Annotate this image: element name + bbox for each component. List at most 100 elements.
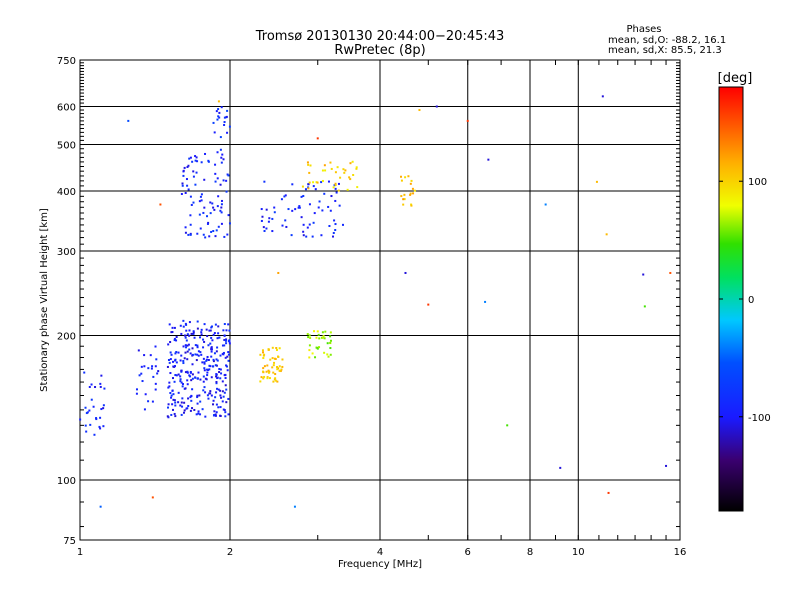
echo-point	[209, 390, 212, 393]
echo-point	[225, 365, 228, 368]
echo-point	[318, 346, 321, 349]
echo-point	[197, 350, 200, 353]
echo-point	[149, 354, 152, 357]
echo-point	[202, 346, 205, 349]
echo-point	[187, 188, 190, 191]
echo-point	[306, 226, 309, 229]
colorbar-tick-label: 0	[748, 295, 754, 306]
echo-point	[321, 331, 324, 334]
echo-point	[260, 376, 263, 379]
echo-point	[320, 234, 323, 237]
echo-point	[216, 377, 219, 380]
echo-point	[213, 332, 216, 335]
echo-point	[281, 224, 284, 227]
echo-point	[275, 347, 278, 350]
echo-point	[202, 338, 205, 341]
echo-point	[167, 343, 170, 346]
echo-point	[83, 371, 86, 374]
echo-point	[194, 155, 197, 158]
echo-point	[206, 222, 209, 225]
echo-point	[211, 339, 214, 342]
echo-point	[326, 353, 329, 356]
echo-point	[154, 388, 157, 391]
echo-point	[189, 352, 192, 355]
echo-point	[217, 115, 220, 118]
echo-point	[168, 385, 171, 388]
echo-point	[410, 204, 413, 207]
echo-point	[174, 404, 177, 407]
echo-point	[202, 357, 205, 360]
echo-point	[199, 351, 202, 354]
echo-point	[189, 409, 192, 412]
echo-point	[343, 171, 346, 174]
y-tick-label: 750	[57, 56, 76, 67]
echo-point	[214, 180, 217, 183]
echo-point	[221, 344, 224, 347]
colorbar-ticks: 100 0 -100	[719, 177, 771, 424]
echo-point	[338, 204, 341, 207]
echo-point	[228, 125, 231, 128]
echo-point	[337, 182, 340, 185]
echo-point	[284, 194, 287, 197]
echo-point	[194, 353, 197, 356]
echo-point	[209, 201, 212, 204]
echo-point	[95, 418, 98, 421]
echo-point	[98, 425, 101, 428]
echo-point	[203, 340, 206, 343]
echo-point	[400, 195, 403, 198]
echo-point	[466, 119, 469, 122]
echo-point	[216, 337, 219, 340]
echo-point	[180, 354, 183, 357]
echo-point	[219, 368, 222, 371]
echo-point	[267, 369, 270, 372]
echo-point	[191, 377, 194, 380]
echo-point	[169, 358, 172, 361]
echo-point	[171, 408, 174, 411]
echo-point	[277, 271, 280, 274]
echo-point	[265, 227, 268, 230]
echo-point	[333, 184, 336, 187]
echo-point	[297, 206, 300, 209]
echo-point	[217, 225, 220, 228]
echo-point	[224, 415, 227, 418]
echo-point	[214, 364, 217, 367]
y-axis-title: Stationary phase Virtual Height [km]	[39, 208, 50, 392]
echo-point	[219, 209, 222, 212]
echo-point	[184, 387, 187, 390]
echo-point	[179, 375, 182, 378]
echo-point	[261, 215, 264, 218]
echo-point	[309, 336, 312, 339]
echo-point	[301, 185, 304, 188]
echo-point	[173, 399, 176, 402]
echo-point	[191, 347, 194, 350]
echo-point	[95, 417, 98, 420]
echo-point	[217, 108, 220, 111]
echo-point	[197, 371, 200, 374]
echo-point	[206, 394, 209, 397]
echo-point	[280, 198, 283, 201]
echo-point	[202, 211, 205, 214]
echo-point	[400, 175, 403, 178]
echo-point	[312, 185, 315, 188]
echo-point	[318, 337, 321, 340]
echo-point	[559, 466, 562, 469]
echo-point	[262, 367, 265, 370]
echo-point	[180, 413, 183, 416]
echo-point	[193, 336, 196, 339]
echo-point	[191, 353, 194, 356]
echo-point	[402, 203, 405, 206]
echo-point	[227, 413, 230, 416]
echo-point	[137, 349, 140, 352]
echo-point	[207, 397, 210, 400]
echo-point	[204, 415, 207, 418]
echo-point	[272, 371, 275, 374]
echo-point	[210, 376, 213, 379]
echo-point	[196, 346, 199, 349]
echo-point	[206, 355, 209, 358]
echo-point	[166, 365, 169, 368]
echo-point	[177, 373, 180, 376]
echo-point	[192, 175, 195, 178]
echo-point	[183, 357, 186, 360]
echo-point	[189, 232, 192, 235]
echo-point	[214, 414, 217, 417]
